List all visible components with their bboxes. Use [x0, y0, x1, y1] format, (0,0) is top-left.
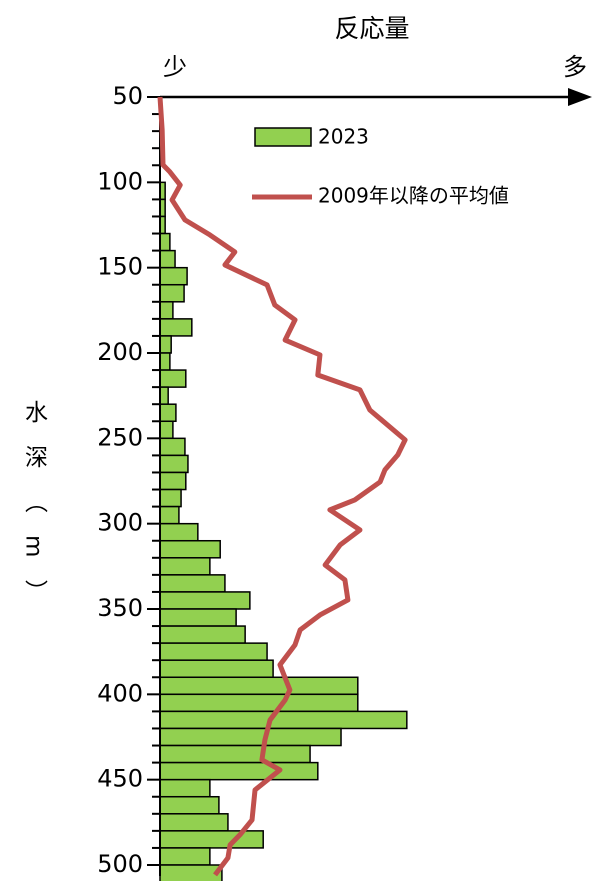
bar [159, 266, 188, 286]
bar [159, 232, 171, 252]
bar [159, 471, 187, 491]
x-high-label: 多 [563, 53, 587, 81]
bar [159, 301, 174, 320]
bar [159, 488, 182, 508]
x-low-label: 少 [163, 53, 187, 81]
bar [159, 778, 211, 798]
chart-title: 反応量 [334, 14, 409, 43]
bar [159, 744, 311, 764]
bar [159, 864, 223, 881]
bar [159, 608, 237, 627]
bar [159, 386, 169, 405]
bar [159, 557, 211, 576]
bar [159, 283, 185, 303]
bar [159, 710, 408, 730]
bar [159, 676, 359, 696]
bar [159, 727, 342, 747]
bar [159, 505, 180, 525]
legend-label: 2023 [318, 125, 369, 149]
y-tick-label: 450 [97, 765, 143, 793]
y-tick-label: 350 [97, 594, 143, 622]
y-tick-label: 500 [97, 850, 143, 878]
bar [159, 625, 246, 644]
y-tick-label: 250 [97, 423, 143, 451]
line [157, 96, 408, 877]
axis-arrow [568, 88, 592, 106]
y-tick-label: 400 [97, 679, 143, 707]
bar [159, 693, 359, 713]
bar [159, 369, 187, 388]
bar [159, 847, 211, 866]
bar [159, 420, 174, 440]
bar [159, 249, 176, 269]
y-tick-label: 100 [97, 167, 143, 195]
y-tick-label: 150 [97, 253, 143, 281]
bar [159, 591, 251, 610]
bar [159, 761, 319, 781]
bar [159, 318, 193, 337]
y-tick-label: 200 [97, 338, 143, 366]
bar [159, 574, 226, 593]
bar [159, 454, 189, 474]
bar [159, 403, 177, 423]
bar [159, 813, 229, 832]
bar [159, 642, 268, 661]
bar [159, 659, 274, 679]
legend-label: 2009年以降の平均値 [318, 184, 509, 208]
bar [159, 437, 186, 457]
y-tick-label: 50 [112, 82, 143, 110]
bar [159, 795, 220, 815]
bar [159, 335, 172, 354]
legend-swatch [254, 127, 312, 147]
y-tick-label: 300 [97, 509, 143, 537]
bar [159, 830, 264, 849]
bar [159, 539, 221, 559]
y-axis-label: 水深（m） [21, 400, 49, 624]
bar [159, 522, 199, 542]
bar [159, 352, 171, 371]
